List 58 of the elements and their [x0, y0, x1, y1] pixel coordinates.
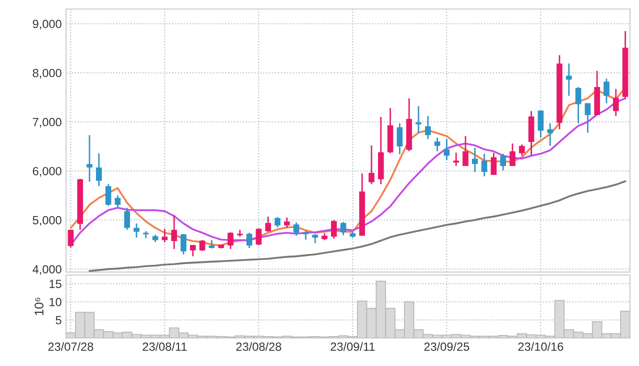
candlestick — [547, 122, 554, 147]
candlestick — [124, 207, 130, 231]
y-tick-label: 8,000 — [32, 68, 62, 79]
candlestick — [105, 183, 112, 206]
candlestick — [472, 147, 478, 173]
candlestick — [518, 144, 525, 156]
candlestick — [604, 78, 610, 104]
candlestick — [284, 216, 290, 229]
x-tick-label: 23/08/11 — [142, 342, 187, 351]
y-tick-label: 10 — [50, 298, 62, 306]
candlestick — [256, 228, 262, 246]
y-tick-label: 5,000 — [32, 216, 62, 226]
candlestick — [340, 221, 346, 236]
candlestick — [510, 142, 516, 167]
candlestick — [199, 239, 206, 252]
candlestick — [481, 153, 488, 178]
candlestick — [566, 62, 572, 97]
candlestick — [180, 234, 186, 256]
y-tick-label: 9,000 — [32, 20, 62, 30]
x-tick-label: 23/09/25 — [424, 342, 470, 351]
x-tick-label: 23/10/16 — [518, 342, 564, 351]
candlestick — [416, 105, 422, 134]
candlestick — [68, 229, 74, 248]
candlestick — [368, 144, 374, 185]
candlestick — [265, 216, 272, 232]
candlestick — [612, 88, 619, 117]
y-tick-label: 15 — [50, 280, 62, 288]
candlestick — [274, 216, 280, 228]
candlestick — [96, 152, 102, 187]
candlestick — [584, 102, 591, 134]
line-series — [88, 180, 626, 272]
candlestick — [246, 232, 252, 249]
candlestick — [434, 136, 440, 152]
candlestick — [293, 222, 300, 236]
candlestick — [538, 110, 544, 138]
y-tick-label: 5 — [56, 316, 62, 324]
candlestick — [490, 152, 497, 176]
candlestick — [396, 122, 403, 155]
candlestick — [171, 214, 178, 250]
candlestick — [575, 86, 582, 124]
x-tick-label: 23/08/28 — [236, 342, 282, 351]
candlestick — [500, 153, 506, 172]
candlestick — [462, 135, 468, 167]
candlestick — [162, 228, 168, 243]
candlestick — [424, 115, 431, 140]
y-axis-title: 10⁶ — [34, 298, 44, 316]
y-tick-label: 4,000 — [32, 265, 62, 275]
candlestick — [228, 232, 234, 250]
candlestick — [114, 194, 121, 208]
x-tick-label: 23/07/28 — [48, 342, 94, 351]
candlestick — [134, 222, 140, 238]
candlestick — [453, 152, 460, 167]
candlestick — [86, 134, 92, 182]
x-tick-label: 23/09/11 — [330, 342, 375, 351]
candlestick — [330, 219, 337, 240]
y-tick-label: 6,000 — [32, 166, 62, 177]
y-tick-label: 7,000 — [32, 118, 62, 128]
candlestick — [190, 244, 196, 258]
